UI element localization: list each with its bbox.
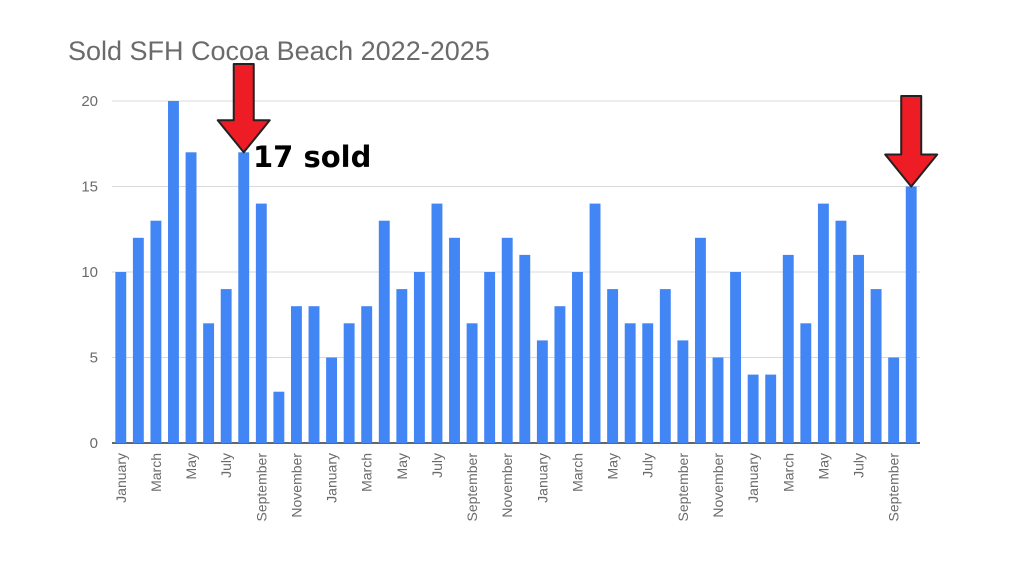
x-tick-label: July bbox=[429, 453, 445, 478]
bar bbox=[642, 323, 654, 443]
bar bbox=[853, 254, 864, 443]
bar bbox=[730, 272, 742, 443]
bar bbox=[150, 220, 162, 443]
red-arrow-icon bbox=[884, 95, 939, 188]
bar bbox=[536, 340, 548, 443]
bar bbox=[782, 254, 794, 443]
y-tick-label: 10 bbox=[81, 264, 98, 281]
bar bbox=[659, 289, 671, 443]
x-tick-label: July bbox=[851, 453, 867, 478]
callout-label: 17 sold bbox=[253, 140, 372, 174]
x-tick-label: November bbox=[710, 453, 726, 518]
x-tick-label: July bbox=[640, 453, 656, 478]
bar bbox=[519, 254, 531, 443]
x-tick-label: September bbox=[253, 453, 269, 522]
y-tick-label: 0 bbox=[90, 435, 98, 452]
bar bbox=[203, 323, 215, 443]
x-tick-label: May bbox=[394, 453, 410, 479]
bar bbox=[115, 272, 127, 443]
bar bbox=[273, 391, 285, 443]
x-tick-label: May bbox=[605, 453, 621, 479]
x-tick-label: January bbox=[113, 453, 129, 503]
bar bbox=[361, 306, 373, 443]
bar bbox=[624, 323, 636, 443]
x-tick-label: November bbox=[288, 453, 304, 518]
x-tick-label: September bbox=[675, 453, 691, 522]
y-tick-label: 5 bbox=[90, 350, 98, 367]
bar bbox=[396, 289, 408, 443]
bar bbox=[484, 272, 496, 443]
x-tick-label: March bbox=[359, 453, 375, 492]
bar bbox=[168, 101, 179, 443]
bar bbox=[800, 323, 812, 443]
bar bbox=[501, 237, 513, 443]
bar bbox=[694, 237, 706, 443]
bar bbox=[747, 374, 759, 443]
y-tick-label: 15 bbox=[81, 179, 98, 196]
bar bbox=[817, 203, 829, 443]
bar bbox=[449, 237, 460, 443]
x-tick-label: January bbox=[324, 453, 340, 503]
x-tick-label: September bbox=[886, 453, 902, 522]
bar bbox=[326, 357, 338, 443]
x-tick-label: September bbox=[464, 453, 480, 522]
bar bbox=[185, 152, 197, 444]
bar bbox=[677, 340, 689, 443]
x-tick-label: November bbox=[499, 453, 515, 518]
x-tick-label: May bbox=[183, 453, 199, 479]
bar bbox=[431, 203, 443, 443]
bar bbox=[589, 203, 601, 443]
x-tick-label: July bbox=[218, 453, 234, 478]
bar bbox=[607, 289, 619, 443]
bar bbox=[712, 357, 724, 443]
red-arrow-icon bbox=[216, 63, 271, 154]
bar bbox=[343, 323, 355, 443]
bar bbox=[572, 272, 583, 443]
bar bbox=[378, 220, 390, 443]
bar bbox=[835, 220, 847, 443]
x-tick-label: May bbox=[815, 453, 831, 479]
bar bbox=[466, 323, 478, 443]
bar bbox=[888, 357, 900, 443]
bar bbox=[765, 374, 777, 443]
bar bbox=[255, 203, 267, 443]
x-tick-label: March bbox=[148, 453, 164, 492]
bar bbox=[220, 289, 232, 443]
bar bbox=[870, 289, 882, 443]
bar bbox=[238, 152, 250, 444]
x-tick-label: March bbox=[780, 453, 796, 492]
chart-title: Sold SFH Cocoa Beach 2022-2025 bbox=[68, 36, 490, 66]
x-tick-label: March bbox=[569, 453, 585, 492]
bar bbox=[905, 186, 917, 443]
bar bbox=[290, 306, 302, 443]
bar bbox=[554, 306, 566, 443]
bar bbox=[413, 272, 425, 443]
bar bbox=[132, 237, 144, 443]
x-tick-label: January bbox=[534, 453, 550, 503]
y-tick-label: 20 bbox=[81, 93, 98, 110]
bar bbox=[308, 306, 320, 443]
x-tick-label: January bbox=[745, 453, 761, 503]
